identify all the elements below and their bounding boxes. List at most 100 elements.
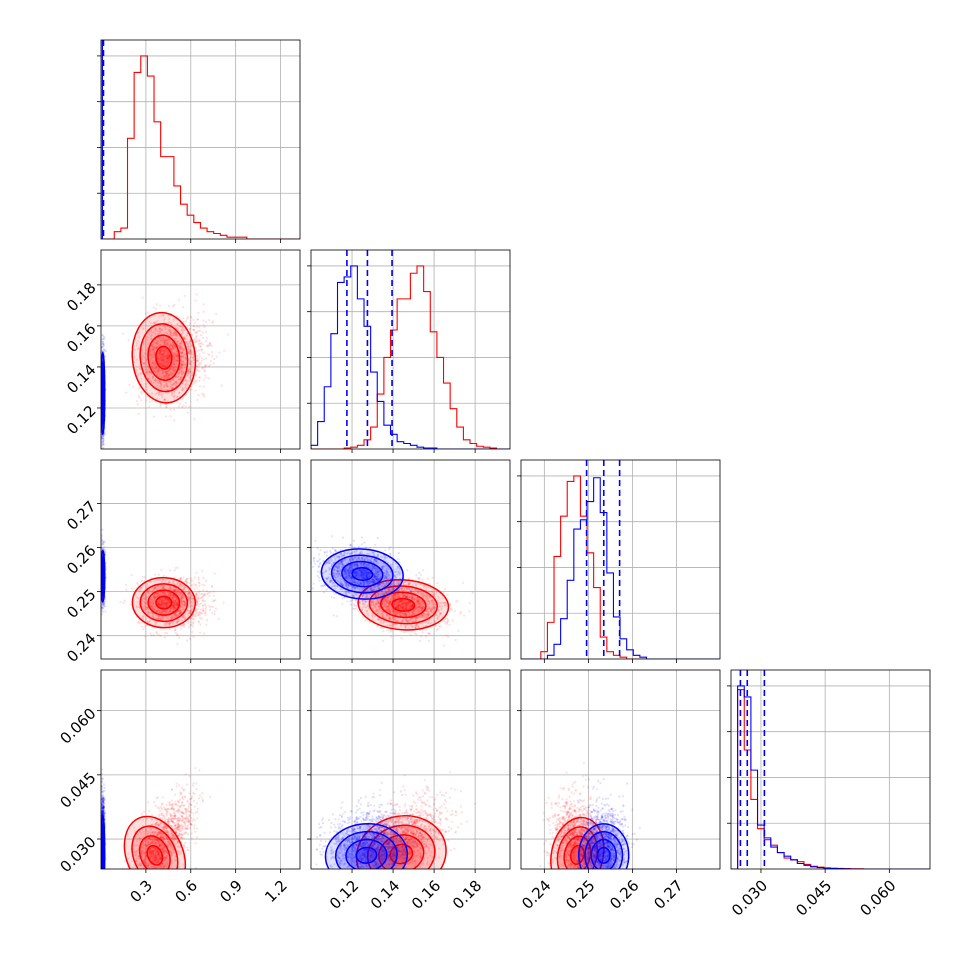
scatter-point: [178, 325, 181, 328]
scatter-point: [164, 623, 167, 626]
scatter-point: [188, 347, 191, 350]
panel-frame: [100, 249, 301, 450]
scatter-point: [142, 597, 145, 600]
scatter-point: [155, 346, 158, 350]
scatter-point: [157, 379, 160, 382]
scatter-point: [169, 588, 172, 591]
scatter-point: [182, 615, 185, 618]
scatter-point: [169, 586, 172, 589]
scatter-point: [173, 383, 176, 386]
scatter-point: [176, 601, 179, 605]
scatter-point: [182, 614, 185, 617]
scatter-point: [158, 330, 161, 333]
scatter-point: [166, 373, 169, 376]
scatter-point: [209, 608, 212, 611]
scatter-point: [154, 596, 157, 599]
scatter-point: [163, 352, 166, 355]
scatter-point: [195, 600, 198, 604]
scatter-point: [181, 605, 184, 608]
scatter-point: [183, 600, 186, 604]
scatter-point: [200, 617, 203, 620]
scatter-point: [157, 350, 160, 354]
scatter-point: [166, 605, 169, 608]
scatter-point: [185, 317, 189, 320]
scatter-point: [198, 610, 201, 613]
scatter-point: [184, 383, 187, 387]
scatter-point: [170, 615, 173, 618]
scatter-point: [201, 599, 204, 602]
scatter-point: [168, 627, 172, 631]
scatter-point: [171, 589, 175, 592]
scatter-point: [188, 405, 191, 408]
scatter-point: [167, 617, 171, 620]
scatter-point: [194, 331, 197, 334]
scatter-point: [181, 346, 184, 349]
scatter-point: [180, 362, 183, 365]
scatter-point: [161, 585, 164, 588]
scatter-point: [101, 337, 104, 341]
scatter-point: [166, 385, 169, 388]
scatter-point: [199, 608, 202, 611]
scatter-point: [196, 325, 199, 328]
scatter-point: [156, 369, 159, 372]
scatter-point: [168, 345, 172, 348]
scatter-point: [189, 611, 192, 614]
scatter-point: [169, 609, 172, 613]
scatter-point: [180, 326, 183, 329]
scatter-point: [176, 610, 179, 613]
scatter-point: [190, 579, 193, 582]
scatter-points-red: [122, 293, 229, 422]
scatter-point: [157, 579, 160, 582]
scatter-point: [164, 338, 167, 341]
scatter-point: [165, 594, 168, 597]
scatter-point: [153, 379, 157, 382]
scatter-point: [184, 613, 188, 616]
scatter-point: [188, 361, 191, 364]
scatter-point: [101, 439, 104, 443]
scatter-point: [156, 584, 159, 588]
contour-line: [147, 334, 181, 382]
scatter-point: [163, 375, 166, 378]
scatter-point: [149, 353, 152, 356]
scatter-point: [155, 609, 158, 613]
scatter-point: [161, 348, 164, 352]
scatter-point: [199, 345, 202, 348]
scatter-point: [156, 330, 159, 333]
scatter-point: [182, 600, 185, 603]
scatter-point: [166, 632, 169, 635]
scatter-point: [145, 388, 148, 391]
scatter-point: [211, 605, 214, 609]
scatter-point: [170, 607, 174, 610]
scatter-point: [188, 370, 191, 373]
scatter-point: [162, 358, 165, 361]
scatter-point: [165, 375, 169, 378]
scatter-point: [150, 598, 153, 601]
scatter-point: [172, 332, 175, 335]
scatter-point: [162, 590, 165, 593]
scatter-point: [172, 581, 175, 584]
scatter-panel-1-0: [101, 293, 229, 449]
scatter-point: [166, 370, 169, 373]
scatter-point: [179, 367, 182, 370]
scatter-point: [166, 337, 169, 340]
scatter-point: [141, 296, 144, 299]
scatter-point: [151, 400, 154, 403]
scatter-point: [145, 385, 148, 388]
scatter-point: [194, 335, 198, 338]
scatter-point: [172, 603, 175, 606]
scatter-point: [202, 393, 205, 396]
scatter-point: [188, 600, 191, 603]
scatter-point: [160, 597, 163, 601]
scatter-point: [178, 591, 182, 594]
scatter-point: [123, 599, 126, 602]
scatter-point: [141, 362, 144, 365]
scatter-point: [173, 589, 176, 592]
tick-label-y: 0.16: [63, 320, 99, 356]
scatter-point: [179, 612, 182, 615]
scatter-point: [155, 580, 158, 583]
scatter-point: [183, 589, 186, 592]
scatter-point: [202, 324, 205, 327]
scatter-point: [197, 591, 201, 594]
scatter-point: [157, 603, 161, 606]
